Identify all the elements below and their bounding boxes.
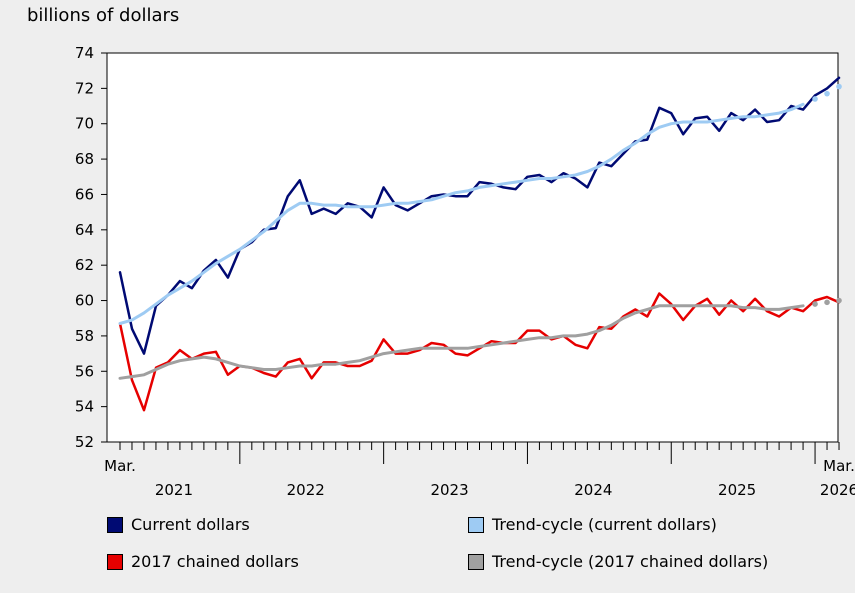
y-tick-label: 72 [75, 79, 94, 97]
x-axis: Mar. Mar. 2021 2022 2023 2024 2025 2026 [104, 442, 855, 499]
x-year-label: 2025 [718, 481, 756, 499]
y-tick-label: 62 [75, 256, 94, 274]
y-tick-label: 60 [75, 292, 94, 310]
series-line [118, 304, 805, 380]
x-year-label: 2023 [430, 481, 468, 499]
y-tick-label: 56 [75, 362, 94, 380]
x-year-label: 2026 [820, 481, 855, 499]
y-tick-label: 64 [75, 221, 94, 239]
y-tick-label: 70 [75, 115, 94, 133]
y-tick-label: 68 [75, 150, 94, 168]
series-dotted-point [836, 83, 842, 90]
series-dotted-point [824, 299, 830, 306]
series-layer [118, 76, 842, 412]
y-tick-label: 74 [75, 44, 94, 62]
x-year-label: 2021 [155, 481, 193, 499]
series-dotted-point [812, 96, 818, 102]
x-start-month-label: Mar. [104, 457, 136, 475]
series-dotted-point [824, 90, 830, 97]
plot-area [106, 52, 839, 443]
series-dotted-point [812, 301, 818, 307]
x-year-label: 2024 [574, 481, 612, 499]
y-axis: 52 54 56 58 60 62 64 66 68 70 72 74 [75, 44, 107, 451]
y-tick-label: 54 [75, 398, 94, 416]
y-tick-label: 66 [75, 185, 94, 203]
y-axis-title: billions of dollars [27, 5, 179, 26]
x-end-month-label: Mar. [823, 457, 855, 475]
x-year-label: 2022 [287, 481, 325, 499]
y-tick-label: 52 [75, 433, 94, 451]
series-line [118, 102, 805, 325]
y-tick-label: 58 [75, 327, 94, 345]
series-dotted-point [836, 297, 842, 304]
